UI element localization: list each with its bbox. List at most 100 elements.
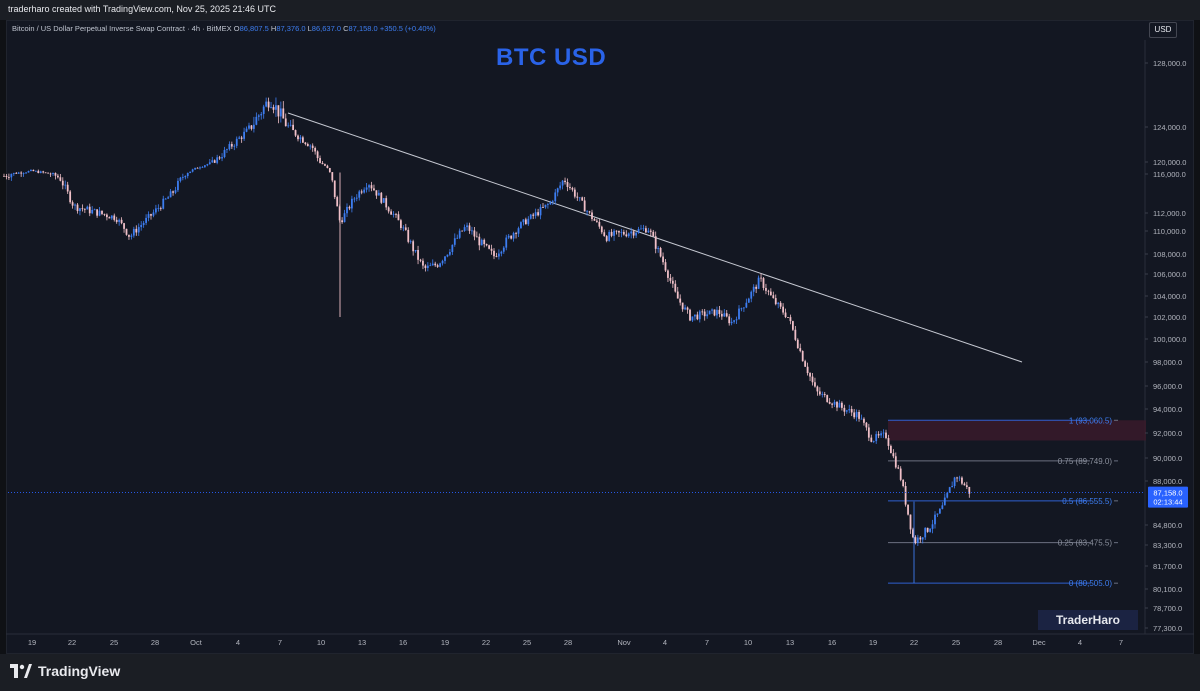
currency-selector[interactable]: USD (1149, 22, 1177, 38)
candle-body[interactable] (279, 108, 282, 117)
candle-body[interactable] (103, 213, 106, 215)
candle-body[interactable] (189, 171, 192, 174)
candle-body[interactable] (664, 262, 667, 271)
candle-body[interactable] (686, 307, 689, 310)
candle-body[interactable] (804, 361, 807, 367)
candle-body[interactable] (635, 232, 637, 236)
candle-body[interactable] (299, 137, 302, 140)
candle-body[interactable] (931, 524, 934, 529)
candle-body[interactable] (708, 310, 711, 315)
candle-body[interactable] (260, 113, 263, 116)
candle-body[interactable] (363, 189, 366, 193)
candle-body[interactable] (424, 265, 427, 269)
candle-body[interactable] (355, 197, 358, 199)
candle-body[interactable] (475, 236, 478, 238)
candle-body[interactable] (199, 167, 201, 169)
candle-body[interactable] (640, 228, 642, 230)
candle-body[interactable] (44, 172, 47, 174)
candle-body[interactable] (96, 209, 98, 216)
candle-body[interactable] (106, 214, 108, 218)
candle-body[interactable] (965, 485, 968, 487)
candle-body[interactable] (823, 394, 826, 396)
candle-body[interactable] (49, 173, 52, 175)
candle-body[interactable] (894, 456, 897, 468)
candle-body[interactable] (240, 137, 243, 139)
candle-body[interactable] (218, 157, 221, 159)
candle-body[interactable] (730, 321, 733, 324)
candle-body[interactable] (262, 106, 265, 114)
candle-body[interactable] (292, 124, 294, 131)
candle-body[interactable] (439, 263, 441, 267)
candle-body[interactable] (877, 434, 880, 436)
candle-body[interactable] (493, 250, 495, 257)
candle-body[interactable] (248, 125, 250, 129)
candle-body[interactable] (169, 191, 172, 198)
candle-body[interactable] (622, 231, 625, 235)
candle-body[interactable] (145, 217, 147, 223)
candle-body[interactable] (294, 130, 297, 136)
candle-body[interactable] (370, 185, 373, 189)
candle-body[interactable] (777, 302, 780, 305)
candle-body[interactable] (902, 479, 905, 486)
candle-body[interactable] (201, 166, 204, 168)
candle-body[interactable] (181, 177, 184, 178)
candle-body[interactable] (277, 105, 280, 117)
candle-body[interactable] (226, 149, 228, 151)
candle-body[interactable] (155, 208, 157, 213)
candle-body[interactable] (596, 220, 598, 222)
candle-body[interactable] (417, 249, 419, 260)
candle-body[interactable] (211, 160, 214, 163)
candle-body[interactable] (809, 373, 811, 377)
candle-body[interactable] (387, 207, 390, 212)
candle-body[interactable] (204, 165, 206, 167)
candle-body[interactable] (939, 508, 941, 514)
candle-body[interactable] (57, 175, 59, 178)
candle-body[interactable] (27, 171, 30, 173)
candle-body[interactable] (71, 202, 74, 206)
candle-body[interactable] (581, 197, 584, 201)
candle-body[interactable] (880, 433, 882, 436)
candle-body[interactable] (505, 237, 508, 248)
candle-body[interactable] (936, 513, 939, 515)
candle-body[interactable] (882, 432, 885, 434)
candle-body[interactable] (679, 298, 682, 303)
candle-body[interactable] (747, 298, 750, 303)
candle-body[interactable] (5, 176, 8, 178)
candle-body[interactable] (304, 142, 307, 145)
candle-body[interactable] (620, 231, 623, 233)
candle-body[interactable] (253, 124, 255, 129)
candle-body[interactable] (473, 230, 476, 237)
candle-body[interactable] (796, 339, 799, 349)
candle-body[interactable] (270, 107, 272, 108)
candle-body[interactable] (534, 212, 537, 216)
candle-body[interactable] (929, 528, 931, 532)
candle-body[interactable] (907, 504, 909, 515)
candle-body[interactable] (52, 173, 54, 175)
candle-body[interactable] (358, 191, 361, 198)
candle-body[interactable] (12, 172, 15, 174)
candle-body[interactable] (904, 485, 907, 505)
candle-body[interactable] (98, 210, 101, 216)
candle-body[interactable] (289, 124, 292, 126)
candle-body[interactable] (774, 298, 777, 305)
candle-body[interactable] (667, 270, 669, 278)
candle-body[interactable] (899, 468, 902, 480)
candle-body[interactable] (757, 277, 760, 289)
candle-body[interactable] (716, 309, 718, 316)
candle-body[interactable] (265, 101, 268, 107)
candle-body[interactable] (343, 213, 346, 223)
candle-body[interactable] (392, 214, 395, 215)
candle-body[interactable] (951, 485, 954, 488)
candle-body[interactable] (826, 395, 829, 402)
candle-body[interactable] (326, 165, 329, 169)
candle-body[interactable] (206, 164, 209, 166)
candle-body[interactable] (559, 185, 562, 189)
candle-body[interactable] (402, 227, 405, 229)
candle-body[interactable] (615, 230, 618, 232)
candle-body[interactable] (652, 231, 655, 237)
candle-body[interactable] (311, 145, 314, 148)
candle-body[interactable] (689, 309, 691, 321)
candle-body[interactable] (164, 198, 167, 200)
candle-body[interactable] (20, 172, 23, 174)
candle-body[interactable] (69, 191, 72, 203)
